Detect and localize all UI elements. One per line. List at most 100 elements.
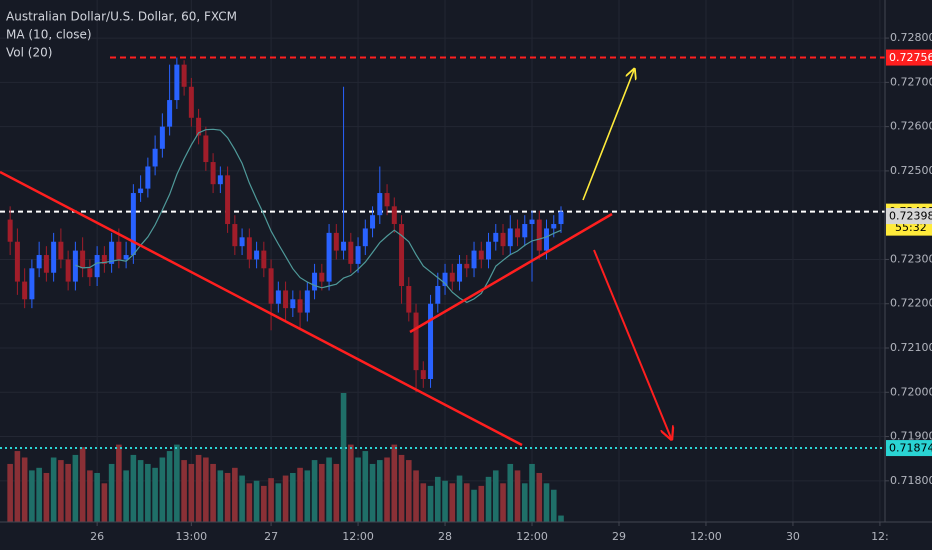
x-tick-label: 26 bbox=[90, 530, 104, 543]
candle-body bbox=[239, 237, 245, 247]
candle-body bbox=[7, 219, 13, 242]
candle-body bbox=[399, 224, 405, 287]
volume-bar bbox=[478, 485, 485, 522]
y-tick-label: 0.72600 bbox=[890, 120, 932, 133]
chart-title: Australian Dollar/U.S. Dollar, 60, FXCM bbox=[6, 10, 237, 24]
volume-bar bbox=[21, 457, 28, 522]
candle-body bbox=[536, 219, 542, 251]
volume-bar bbox=[550, 489, 557, 522]
y-tick-label: 0.72200 bbox=[890, 297, 932, 310]
candle-body bbox=[225, 175, 231, 225]
candle-body bbox=[138, 188, 144, 194]
candle-body bbox=[471, 250, 477, 269]
level-label: 0.71874 bbox=[889, 442, 932, 455]
volume-bar bbox=[87, 470, 93, 522]
x-tick-label: 30 bbox=[786, 530, 800, 543]
candle-body bbox=[391, 206, 397, 225]
candle-body bbox=[217, 175, 223, 185]
x-tick-label: 29 bbox=[612, 530, 626, 543]
candle-body bbox=[188, 86, 194, 118]
candle-body bbox=[181, 64, 187, 87]
candle-body bbox=[145, 166, 151, 189]
volume-bar bbox=[471, 489, 477, 522]
x-tick-label: 12:00 bbox=[516, 530, 548, 543]
volume-bar bbox=[391, 444, 398, 522]
candle-body bbox=[341, 241, 347, 251]
volume-bar bbox=[340, 393, 347, 522]
candle-body bbox=[551, 224, 557, 229]
candle-body bbox=[29, 268, 35, 300]
volume-legend: Vol (20) bbox=[6, 46, 52, 60]
volume-bar bbox=[116, 444, 122, 522]
candle-body bbox=[72, 250, 78, 282]
candle-body bbox=[500, 232, 506, 247]
volume-bar bbox=[492, 470, 499, 522]
candle-body bbox=[101, 255, 107, 264]
x-tick-label: 12:00 bbox=[342, 530, 374, 543]
candle-body bbox=[58, 241, 64, 260]
levels bbox=[0, 56, 885, 450]
volume-bar bbox=[463, 483, 470, 522]
candle-body bbox=[43, 255, 49, 273]
volume-bar bbox=[427, 485, 434, 522]
volume-bar bbox=[536, 472, 543, 522]
candle-body bbox=[355, 246, 361, 264]
x-tick-label: 28 bbox=[438, 530, 452, 543]
candle-body bbox=[232, 224, 238, 247]
candle-body bbox=[130, 193, 136, 256]
volume-bar bbox=[500, 483, 506, 522]
volume-bar bbox=[94, 472, 100, 522]
volume-bar bbox=[319, 463, 325, 522]
x-tick-label: 27 bbox=[264, 530, 278, 543]
candle-body bbox=[283, 290, 289, 309]
volume-bar bbox=[297, 467, 303, 522]
candle-body bbox=[174, 64, 180, 101]
level-badge bbox=[886, 440, 932, 457]
volume-bar bbox=[195, 454, 202, 522]
volume-bar bbox=[384, 457, 390, 522]
y-tick-label: 0.71800 bbox=[890, 474, 932, 487]
volume-bar bbox=[239, 475, 245, 522]
candles bbox=[7, 57, 564, 393]
volume-bar bbox=[413, 470, 419, 522]
candle-body bbox=[515, 228, 521, 238]
arrow-down bbox=[593, 249, 671, 438]
candle-body bbox=[529, 219, 535, 225]
volume-bar bbox=[261, 485, 267, 522]
candle-body bbox=[522, 224, 528, 238]
ma-last-label: 0.72398 bbox=[889, 210, 932, 223]
volume-bar bbox=[398, 454, 405, 522]
candle-body bbox=[254, 250, 260, 260]
volume-bar bbox=[203, 457, 209, 522]
volume-bar bbox=[377, 460, 383, 522]
level-label: 0.72756 bbox=[889, 51, 932, 64]
trend-line bbox=[409, 212, 613, 334]
candle-body bbox=[319, 272, 325, 282]
candle-body bbox=[196, 117, 202, 136]
volume-bar bbox=[123, 470, 129, 522]
volume-bar bbox=[355, 457, 361, 522]
volume-bar bbox=[137, 460, 144, 522]
candle-body bbox=[167, 100, 173, 127]
candle-body bbox=[116, 241, 122, 260]
volume-bar bbox=[188, 463, 195, 522]
candle-body bbox=[464, 263, 470, 269]
candle-body bbox=[362, 228, 368, 247]
candle-body bbox=[290, 299, 296, 309]
candle-body bbox=[507, 228, 513, 247]
candle-body bbox=[406, 286, 412, 313]
volume-bar bbox=[246, 483, 253, 522]
candle-body bbox=[80, 250, 86, 269]
volume-bar bbox=[348, 444, 354, 522]
volume-bar bbox=[65, 463, 71, 522]
candle-body bbox=[420, 370, 426, 379]
volume-bar bbox=[79, 447, 86, 522]
volume-bar bbox=[521, 483, 528, 522]
arrow-up bbox=[582, 70, 634, 201]
volume-bar bbox=[29, 470, 35, 522]
candle-body bbox=[435, 286, 441, 304]
candle-body bbox=[558, 211, 564, 225]
y-tick-label: 0.72100 bbox=[890, 341, 932, 354]
candle-body bbox=[384, 193, 390, 207]
